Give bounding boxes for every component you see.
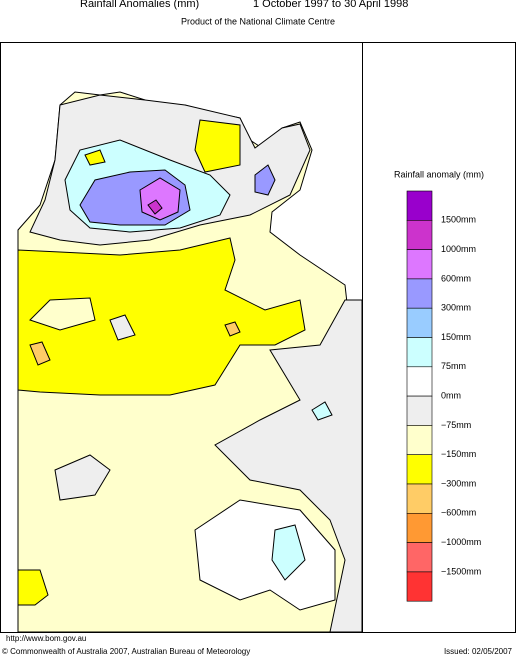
orange-patch [29, 341, 51, 366]
yellow-north [194, 119, 241, 173]
white-zone [194, 499, 336, 611]
legend-label: 600mm [441, 273, 471, 283]
legend-swatch [406, 395, 433, 426]
violet-zone [139, 177, 181, 221]
gray-west [54, 454, 111, 501]
title: Rainfall Anomalies (mm) [80, 0, 199, 10]
legend-label: −300mm [441, 478, 476, 488]
legend-label: 1000mm [441, 244, 476, 254]
legend-swatch [406, 483, 433, 514]
yellow-spot [84, 149, 106, 166]
yellow-band [17, 237, 306, 396]
legend-swatch [406, 366, 433, 397]
legend-swatch [406, 249, 433, 280]
legend-title: Rainfall anomaly (mm) [394, 169, 484, 179]
period: 1 October 1997 to 30 April 1998 [253, 0, 408, 10]
legend-label: 1500mm [441, 215, 476, 225]
legend-label: 150mm [441, 332, 471, 342]
url: http://www.bom.gov.au [6, 634, 86, 643]
cyan-south [271, 524, 306, 581]
orange-patch-2 [224, 321, 241, 337]
legend: 1500mm 1000mm 600mm 300mm 150mm 75mm 0mm −75mm −… [406, 190, 481, 602]
legend-swatch [406, 542, 433, 573]
legend-swatch [406, 220, 433, 250]
legend-swatch [406, 425, 433, 455]
issued: Issued: 02/05/2007 [444, 647, 513, 656]
legend-label: −1000mm [441, 537, 481, 547]
legend-label: −150mm [441, 449, 476, 459]
legend-label: 0mm [441, 390, 461, 400]
legend-swatch [406, 190, 433, 221]
legend-swatch [406, 454, 433, 485]
yellow-southwest [17, 569, 49, 606]
pale-patch [29, 297, 96, 331]
gray-east [214, 299, 363, 633]
cyan-east [311, 401, 333, 421]
legend-label: 75mm [441, 361, 466, 371]
legend-swatch [406, 278, 433, 309]
gray-patch [109, 314, 136, 341]
legend-swatch [406, 337, 433, 368]
legend-swatch [406, 512, 433, 543]
subtitle: Product of the National Climate Centre [181, 16, 335, 26]
blue-east [254, 164, 276, 196]
legend-label: −600mm [441, 508, 476, 518]
magenta-zone [147, 199, 163, 215]
copyright: © Commonwealth of Australia 2007, Austra… [2, 647, 250, 656]
legend-label: −1500mm [441, 566, 481, 576]
map [17, 91, 363, 633]
legend-label: −75mm [441, 420, 471, 430]
legend-swatch [406, 571, 433, 602]
legend-label: 300mm [441, 303, 471, 313]
legend-swatch [406, 307, 433, 338]
